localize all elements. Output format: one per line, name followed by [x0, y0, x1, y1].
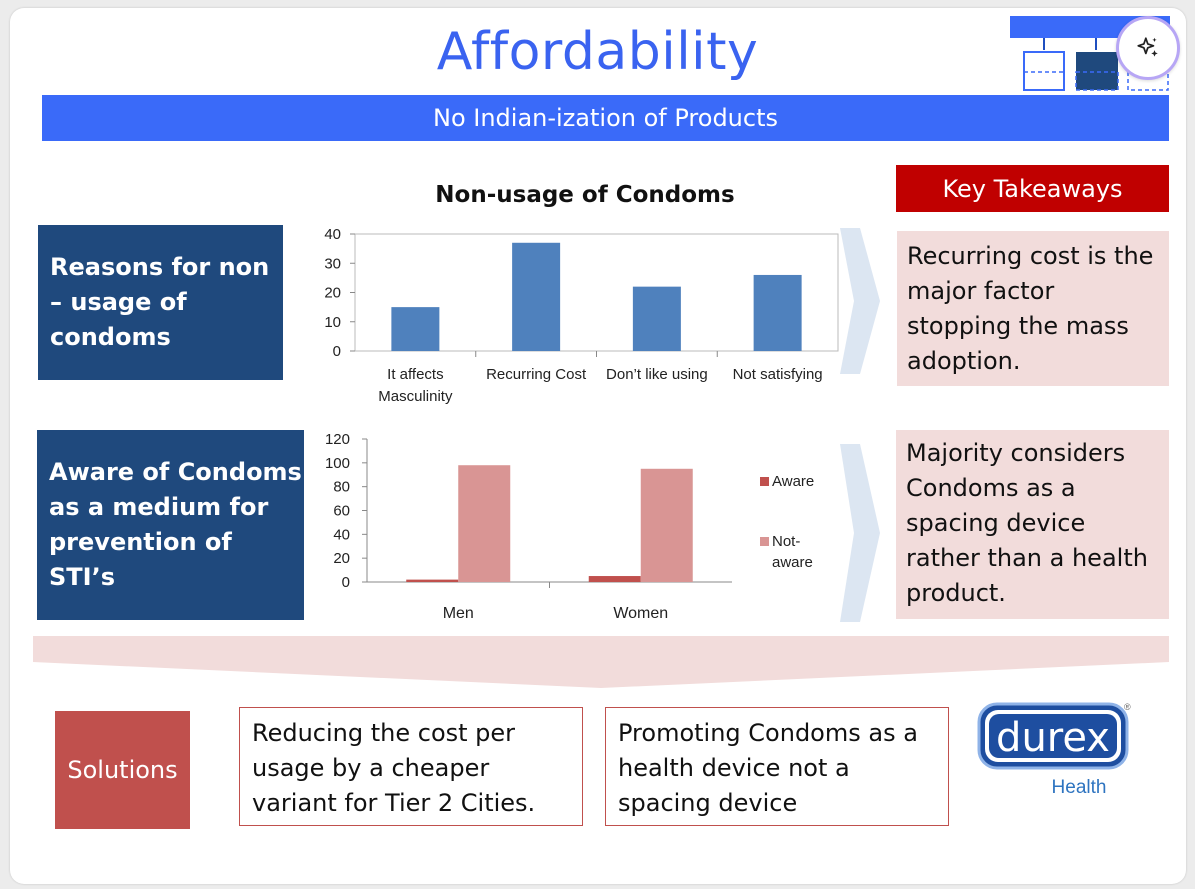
chart2-bar-not-aware — [640, 468, 693, 582]
durex-wordmark: durex — [996, 715, 1110, 761]
key-takeaways-header: Key Takeaways — [896, 165, 1169, 212]
takeaway-1: Recurring cost is the major factor stopp… — [897, 231, 1169, 386]
chart2-bar-aware — [406, 579, 459, 582]
subtitle-bar: No Indian-ization of Products — [42, 95, 1169, 141]
chart1-bar — [391, 307, 440, 351]
sparkle-icon — [1137, 37, 1158, 57]
chart1-category-label: Recurring Cost — [486, 366, 587, 383]
ai-assistant-button[interactable] — [1116, 16, 1180, 80]
chart2-legend-swatch — [760, 477, 769, 486]
slide-title: Affordability — [436, 22, 759, 82]
chart1-category-label: It affects Masculinity — [378, 366, 453, 405]
chart1-category-line: Not satisfying — [733, 366, 823, 383]
chart2-y-tick-label: 20 — [333, 550, 350, 567]
chart2-y-tick-label: 40 — [333, 526, 350, 543]
durex-tagline: Health — [1052, 777, 1107, 798]
arrow-shape-2 — [840, 444, 880, 622]
chart1-y-tick-label: 10 — [324, 314, 341, 331]
thumbnail-strip-graphic — [1010, 16, 1170, 91]
solution-2: Promoting Condoms as a health device not… — [605, 707, 949, 826]
chart-non-usage: 0 10 20 30 40 It affects Masculinity Recurring … — [324, 226, 839, 405]
slide-thumbnail-strip[interactable] — [1010, 16, 1170, 96]
chart1-category-line: Recurring Cost — [486, 366, 587, 383]
chart1-bar — [512, 242, 561, 351]
chart1-bar — [753, 274, 802, 351]
chart2-bar-aware — [588, 576, 641, 582]
chart2-legend-line: Not- — [772, 533, 800, 550]
chart2-y-tick-label: 120 — [325, 431, 350, 448]
solution-1: Reducing the cost per usage by a cheaper… — [239, 707, 583, 826]
chart1-category-label: Don’t like using — [606, 366, 708, 383]
chart2-legend-label: Aware — [772, 473, 814, 490]
chart2-bar-not-aware — [458, 465, 511, 582]
chart1-category-line: It affects — [387, 366, 443, 383]
chart1-bar — [632, 286, 681, 351]
chart2-category-label: Women — [613, 605, 668, 622]
chart-awareness: 0 20 40 60 80 100 120 Men Women Aware Not-aware — [325, 431, 814, 622]
chart2-legend-swatch — [760, 537, 769, 546]
chart1-y-tick-label: 0 — [333, 343, 341, 360]
aware-label: Aware of Condoms as a medium for prevent… — [49, 458, 302, 591]
chart2-y-tick-label: 60 — [333, 503, 350, 520]
chart-title: Non-usage of Condoms — [435, 182, 735, 208]
chart2-y-tick-label: 0 — [342, 574, 350, 591]
chart1-y-tick-label: 20 — [324, 285, 341, 302]
chart2-y-tick-label: 100 — [325, 455, 350, 472]
reasons-label-box: Reasons for non – usage of condoms — [38, 225, 283, 380]
solutions-label: Solutions — [55, 711, 190, 829]
subtitle-text: No Indian-ization of Products — [433, 104, 778, 132]
chart2-legend-label: Not-aware — [772, 533, 813, 571]
chart2-legend-line: Aware — [772, 473, 814, 490]
arrow-shape-1 — [840, 228, 880, 374]
durex-logo: durex ® Health — [977, 702, 1131, 798]
reasons-label: Reasons for non – usage of condoms — [50, 253, 270, 351]
chart1-y-tick-label: 40 — [324, 226, 341, 243]
chart1-category-line: Don’t like using — [606, 366, 708, 383]
chart2-legend-line: aware — [772, 554, 813, 571]
chart1-category-line: Masculinity — [378, 388, 453, 405]
takeaway-2: Majority considers Condoms as a spacing … — [896, 430, 1169, 619]
chart2-category-label: Men — [443, 605, 474, 622]
registered-mark: ® — [1124, 702, 1131, 712]
chart1-category-label: Not satisfying — [733, 366, 823, 383]
chart1-y-tick-label: 30 — [324, 255, 341, 272]
chart2-y-tick-label: 80 — [333, 479, 350, 496]
chevron-band — [33, 636, 1169, 688]
aware-label-box: Aware of Condoms as a medium for prevent… — [37, 430, 304, 620]
